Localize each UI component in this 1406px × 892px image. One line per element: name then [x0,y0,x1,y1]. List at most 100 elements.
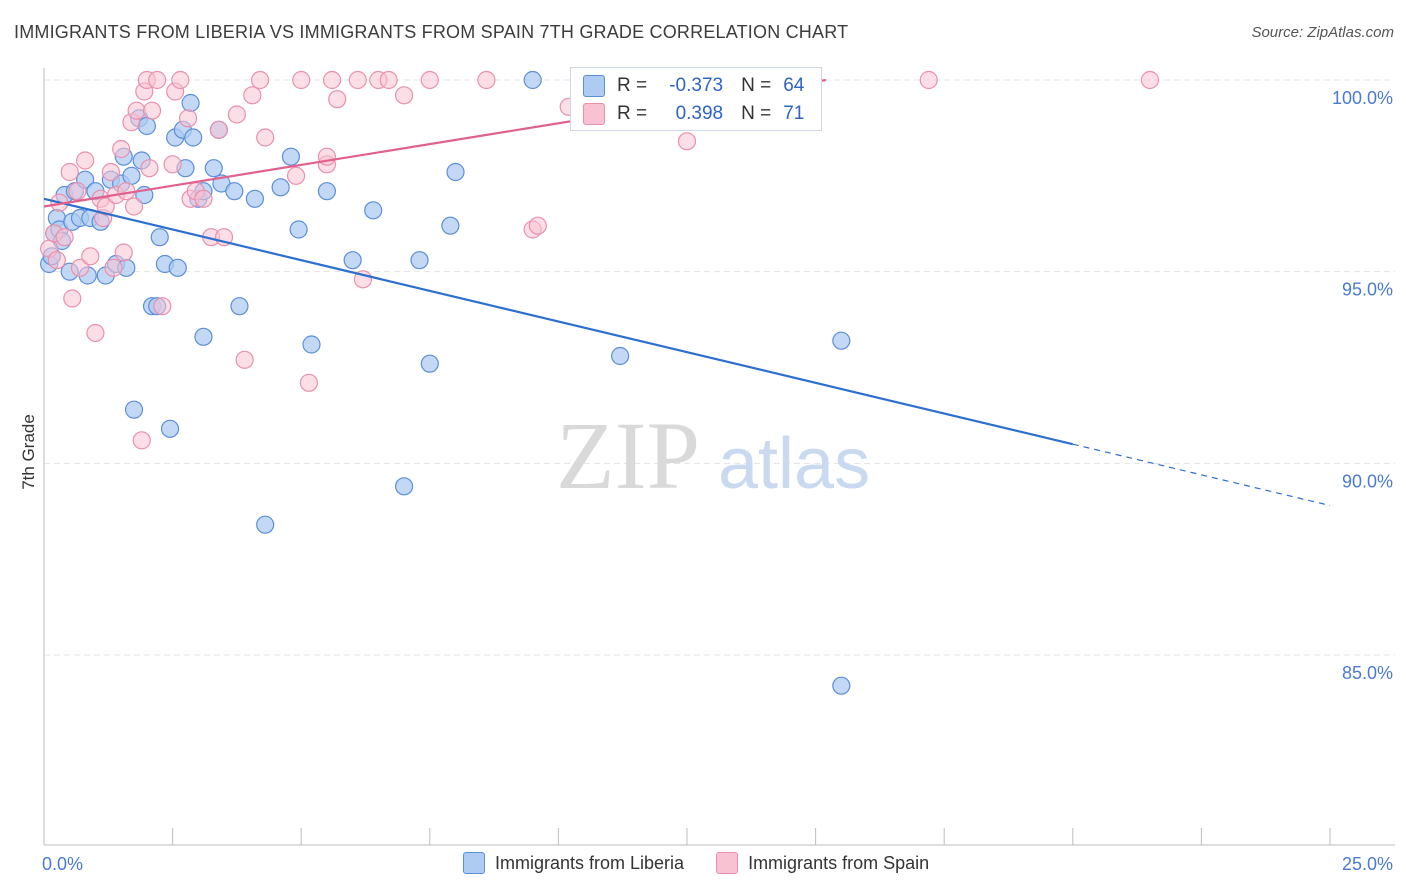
legend-swatch-spain [716,852,739,874]
point-spain-51 [322,70,342,90]
point-spain-56 [379,70,398,90]
point-liberia-55 [364,201,383,220]
point-liberia-64 [832,331,851,350]
legend-item-liberia[interactable]: Immigrants from Liberia [463,852,684,874]
point-spain-45 [256,128,275,147]
point-liberia-41 [194,327,213,346]
point-spain-18 [112,139,131,159]
stats-box: R = -0.373 N = 64 R = 0.398 N = 71 [570,67,822,131]
watermark-zip: ZIP [556,402,700,509]
legend-label-liberia: Immigrants from Liberia [495,852,685,873]
source-label: Source: ZipAtlas.com [1251,24,1394,41]
stats-n-value-liberia: 64 [783,75,805,96]
point-spain-52 [328,90,347,109]
point-spain-23 [127,101,146,120]
stats-r-value-spain: 0.398 [675,103,724,124]
point-spain-39 [209,120,228,139]
point-spain-33 [171,70,190,90]
point-liberia-56 [394,477,414,496]
y-tick-label-0: 100.0% [1332,88,1393,108]
point-liberia-62 [611,346,630,366]
point-liberia-38 [184,128,203,147]
point-liberia-22 [122,166,141,185]
stats-r-value-liberia: -0.373 [669,75,724,96]
point-spain-27 [140,159,159,178]
point-spain-37 [194,189,213,208]
point-liberia-32 [160,419,180,438]
stats-n-value-spain: 71 [783,103,805,124]
legend-item-spain[interactable]: Immigrants from Spain [716,852,929,874]
point-spain-41 [227,105,246,124]
point-spain-4 [55,228,74,247]
point-spain-28 [142,101,162,120]
point-spain-19 [114,243,133,262]
point-spain-16 [104,258,123,277]
point-spain-5 [60,162,79,182]
point-liberia-60 [446,162,465,182]
point-spain-30 [153,297,172,316]
point-spain-8 [70,258,90,277]
stats-n-label-spain: N = [741,103,772,124]
point-liberia-46 [230,297,249,316]
stats-r-label-spain: R = [617,103,648,124]
point-spain-61 [528,216,547,235]
point-spain-9 [76,151,95,170]
point-liberia-34 [168,258,187,277]
stats-n-label-liberia: N = [741,75,772,96]
legend-label-spain: Immigrants from Spain [748,852,930,873]
point-liberia-48 [256,515,275,534]
point-spain-6 [63,289,82,308]
point-spain-48 [299,373,319,392]
point-spain-67 [1140,70,1160,90]
point-spain-42 [235,350,254,369]
stats-row-liberia: R = -0.373 N = 64 [583,74,804,98]
point-spain-59 [477,70,496,90]
point-liberia-52 [302,335,321,354]
point-liberia-63 [832,676,851,695]
points-layer [40,70,1160,695]
y-tick-label-1: 95.0% [1342,280,1393,300]
point-liberia-51 [289,220,308,239]
point-liberia-27 [137,116,156,136]
point-liberia-49 [271,178,290,197]
stats-swatch-liberia [583,75,605,97]
axes-layer: 100.0% 95.0% 90.0% 85.0% 0.0% 25.0% [42,68,1395,874]
x-tick-label-0: 0.0% [42,854,83,874]
chart-title: IMMIGRANTS FROM LIBERIA VS IMMIGRANTS FR… [14,22,849,42]
point-liberia-23 [124,400,144,419]
watermark-atlas: atlas [718,424,870,504]
point-spain-22 [124,197,144,216]
x-tick-label-1: 25.0% [1342,854,1393,874]
point-liberia-30 [150,228,169,247]
y-axis-label: 7th Grade [19,414,38,490]
point-spain-7 [68,182,87,201]
point-spain-46 [286,166,306,185]
point-liberia-47 [245,189,265,208]
point-spain-66 [919,70,938,90]
point-liberia-59 [441,216,460,235]
point-liberia-45 [225,182,244,201]
point-liberia-54 [343,251,362,270]
point-spain-57 [394,86,414,105]
point-spain-43 [243,86,262,105]
point-spain-10 [81,247,100,266]
point-liberia-50 [281,147,301,166]
stats-row-spain: R = 0.398 N = 71 [583,102,804,126]
point-liberia-61 [523,70,542,90]
y-tick-label-2: 90.0% [1342,471,1393,491]
stats-swatch-spain [583,103,605,125]
trend-line-liberia-extension [1072,443,1331,507]
trend-line-liberia [43,197,1074,446]
point-spain-24 [132,431,151,450]
stats-r-label-liberia: R = [617,75,648,96]
point-liberia-42 [204,159,223,178]
point-liberia-57 [410,251,429,270]
watermark: ZIP atlas [556,402,870,509]
legend-swatch-liberia [463,852,485,874]
point-spain-58 [420,70,439,90]
point-spain-15 [101,162,120,182]
point-spain-34 [178,109,198,128]
point-liberia-53 [317,182,337,201]
point-spain-11 [86,323,105,343]
